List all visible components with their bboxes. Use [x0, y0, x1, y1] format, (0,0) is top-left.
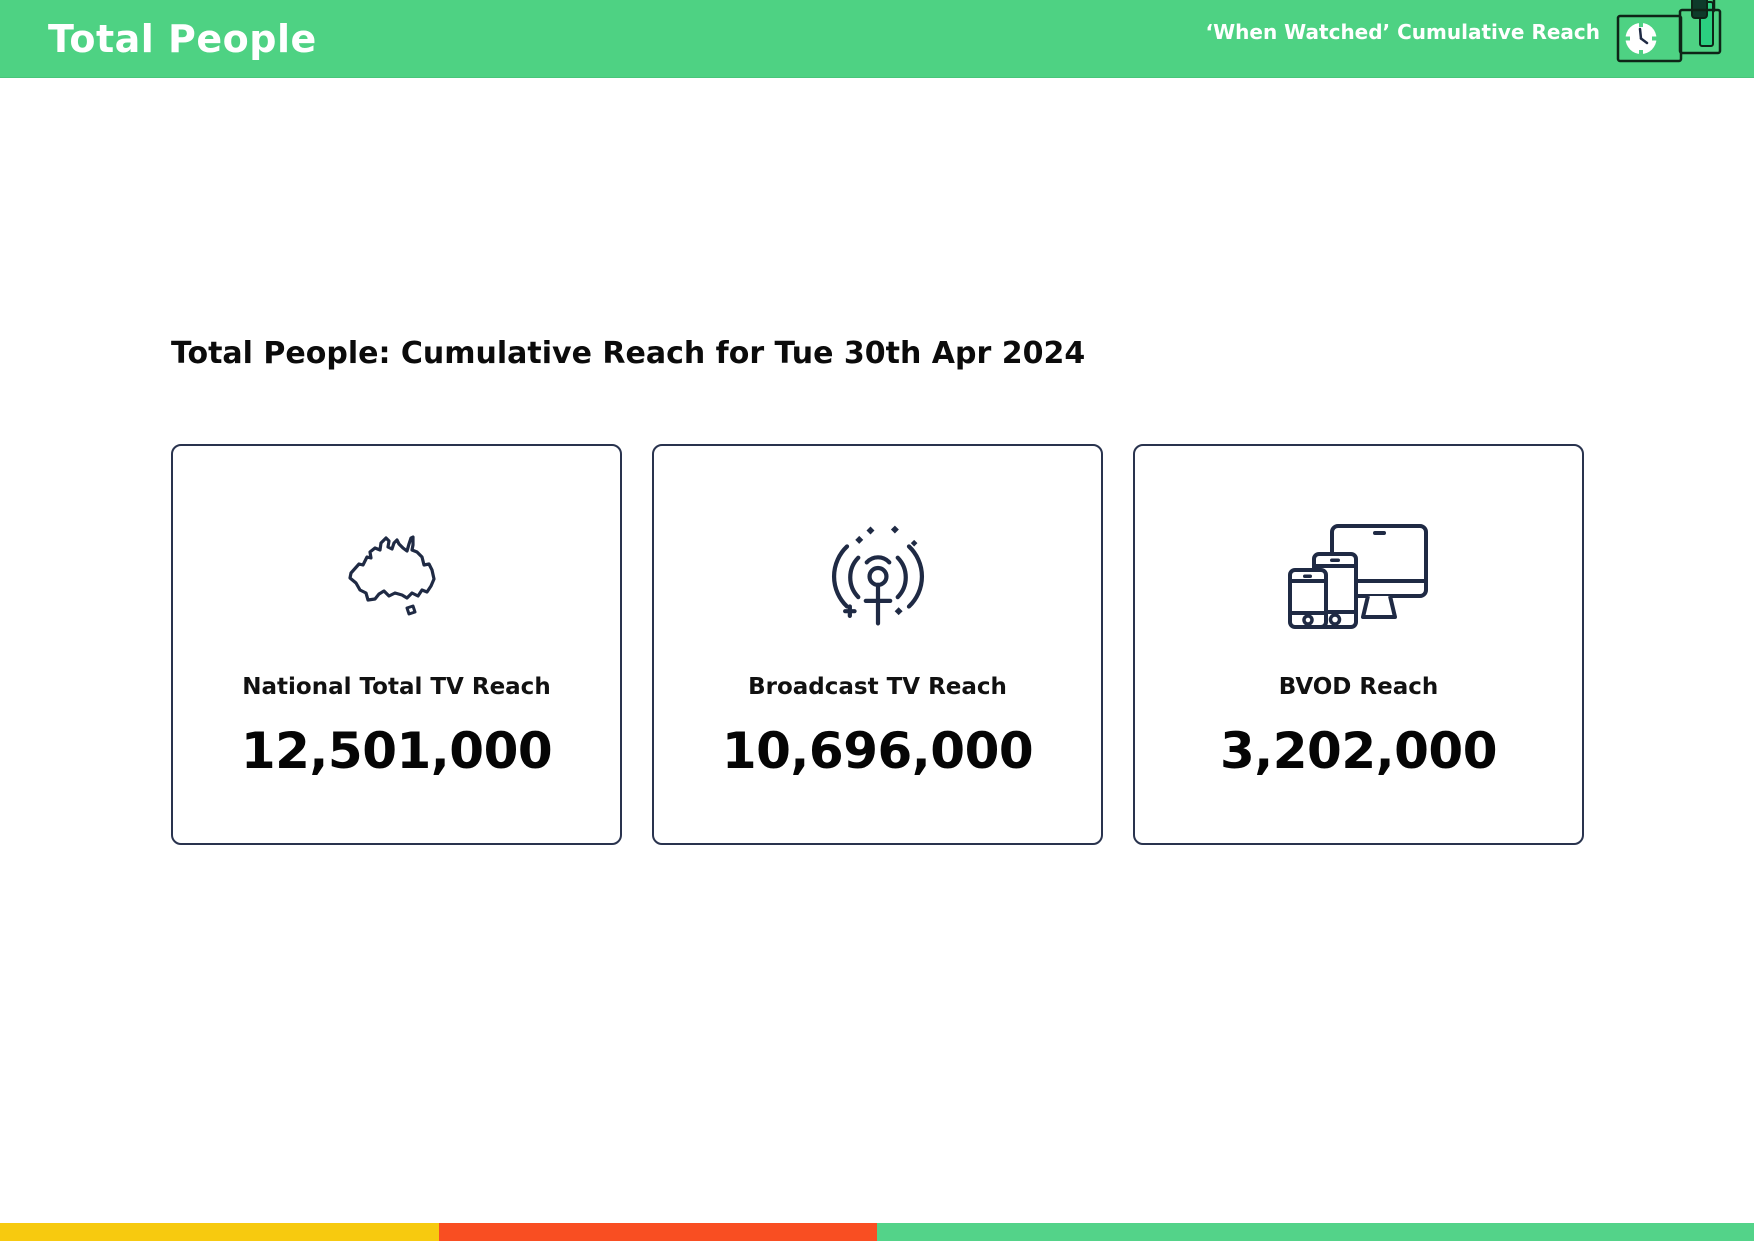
kpi-value: 3,202,000: [1219, 722, 1498, 780]
kpi-cards-row: National Total TV Reach 12,501,000: [171, 444, 1584, 845]
header-subtitle: ‘When Watched’ Cumulative Reach: [1205, 19, 1600, 44]
kpi-label: Broadcast TV Reach: [748, 674, 1007, 700]
broadcast-antenna-icon: [817, 518, 939, 634]
card-broadcast-tv-reach: Broadcast TV Reach 10,696,000: [652, 444, 1103, 845]
page-title: Total People: [48, 16, 317, 61]
kpi-label: National Total TV Reach: [242, 674, 551, 700]
header-icon-cluster: [1616, 0, 1728, 78]
devices-icon: [1284, 518, 1434, 634]
australia-map-icon: [337, 518, 457, 634]
kpi-label: BVOD Reach: [1278, 674, 1439, 700]
footer-segment-red: [438, 1223, 877, 1241]
kpi-value: 12,501,000: [240, 722, 553, 780]
footer-progress-bar: [0, 1223, 1754, 1241]
card-bvod-reach: BVOD Reach 3,202,000: [1133, 444, 1584, 845]
kpi-value: 10,696,000: [721, 722, 1034, 780]
app-header: Total People ‘When Watched’ Cumulative R…: [0, 0, 1754, 78]
header-right-group: ‘When Watched’ Cumulative Reach: [1206, 0, 1754, 77]
section-heading: Total People: Cumulative Reach for Tue 3…: [171, 336, 1086, 371]
footer-segment-green: [877, 1223, 1754, 1241]
phone-icon[interactable]: [1672, 0, 1728, 66]
card-national-total-tv-reach: National Total TV Reach 12,501,000: [171, 444, 622, 845]
footer-segment-yellow: [0, 1223, 439, 1241]
